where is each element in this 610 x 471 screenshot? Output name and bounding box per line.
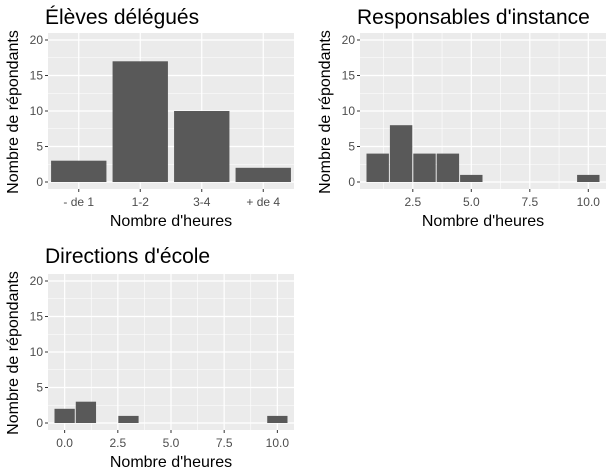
plot-area-2: 0 5 10 15 20 2.5 5.0 7.5 10.0	[342, 33, 606, 209]
chart-panel-directions-ecole: Directions d'école Nombre de répondants …	[5, 245, 232, 471]
y-tick-label: 0	[36, 416, 43, 430]
bar	[235, 167, 291, 182]
bar	[460, 174, 483, 182]
bar	[51, 160, 107, 182]
y-tick-label: 10	[30, 104, 44, 118]
y-tick-label: 0	[36, 175, 43, 189]
x-tick-label: - de 1	[63, 195, 94, 209]
bar	[436, 153, 460, 182]
y-tick-label: 5	[36, 381, 43, 395]
x-tick-label: 10.0	[266, 436, 290, 450]
panel-title: Directions d'école	[45, 245, 210, 268]
bar	[267, 415, 288, 423]
y-tick-label: 20	[342, 33, 356, 47]
x-axis-label: Nombre d'heures	[110, 454, 232, 471]
x-tick-label: 5.0	[463, 195, 480, 209]
bar	[118, 415, 139, 423]
y-axis-label: Nombre de répondants	[317, 30, 334, 194]
bar	[366, 153, 389, 182]
bar	[413, 153, 436, 182]
y-tick-label: 20	[30, 274, 44, 288]
plot-area-1: 0 5 10 15 20 - de 1 1-2 3-4 + de 4	[30, 33, 294, 209]
panel-title: Élèves délégués	[45, 6, 199, 29]
chart-panel-responsables-instance: Responsables d'instance Nombre de répond…	[317, 6, 590, 230]
y-tick-label: 15	[30, 310, 44, 324]
x-axis-label: Nombre d'heures	[422, 213, 544, 230]
y-tick-label: 20	[30, 33, 44, 47]
bar	[577, 174, 600, 182]
y-axis-label: Nombre de répondants	[5, 30, 22, 194]
chart-panel-eleves-delegues: Élèves délégués Nombre de répondants Nom…	[5, 6, 232, 230]
plot-area-3: 0 5 10 15 20 0.0 2.5 5.0 7.5 10.0	[30, 274, 294, 450]
x-tick-label: 0.0	[56, 436, 73, 450]
y-tick-label: 0	[348, 175, 355, 189]
bar	[174, 111, 230, 182]
bar	[112, 61, 168, 182]
bar	[75, 401, 97, 423]
x-tick-label: 10.0	[577, 195, 601, 209]
x-axis-label: Nombre d'heures	[110, 213, 232, 230]
x-tick-label: 7.5	[216, 436, 233, 450]
x-tick-label: 7.5	[521, 195, 538, 209]
x-tick-label: 5.0	[163, 436, 180, 450]
y-tick-label: 15	[342, 69, 356, 83]
bar	[389, 125, 413, 182]
x-tick-label: 3-4	[193, 195, 211, 209]
x-tick-label: 2.5	[109, 436, 126, 450]
y-axis-label: Nombre de répondants	[5, 271, 22, 435]
bar	[54, 408, 75, 423]
x-tick-label: + de 4	[246, 195, 280, 209]
x-tick-label: 2.5	[404, 195, 421, 209]
y-tick-label: 10	[342, 104, 356, 118]
x-tick-label: 1-2	[132, 195, 150, 209]
panel-title: Responsables d'instance	[357, 6, 590, 29]
y-tick-label: 5	[36, 140, 43, 154]
y-tick-label: 5	[348, 140, 355, 154]
y-tick-label: 10	[30, 345, 44, 359]
y-tick-label: 15	[30, 69, 44, 83]
